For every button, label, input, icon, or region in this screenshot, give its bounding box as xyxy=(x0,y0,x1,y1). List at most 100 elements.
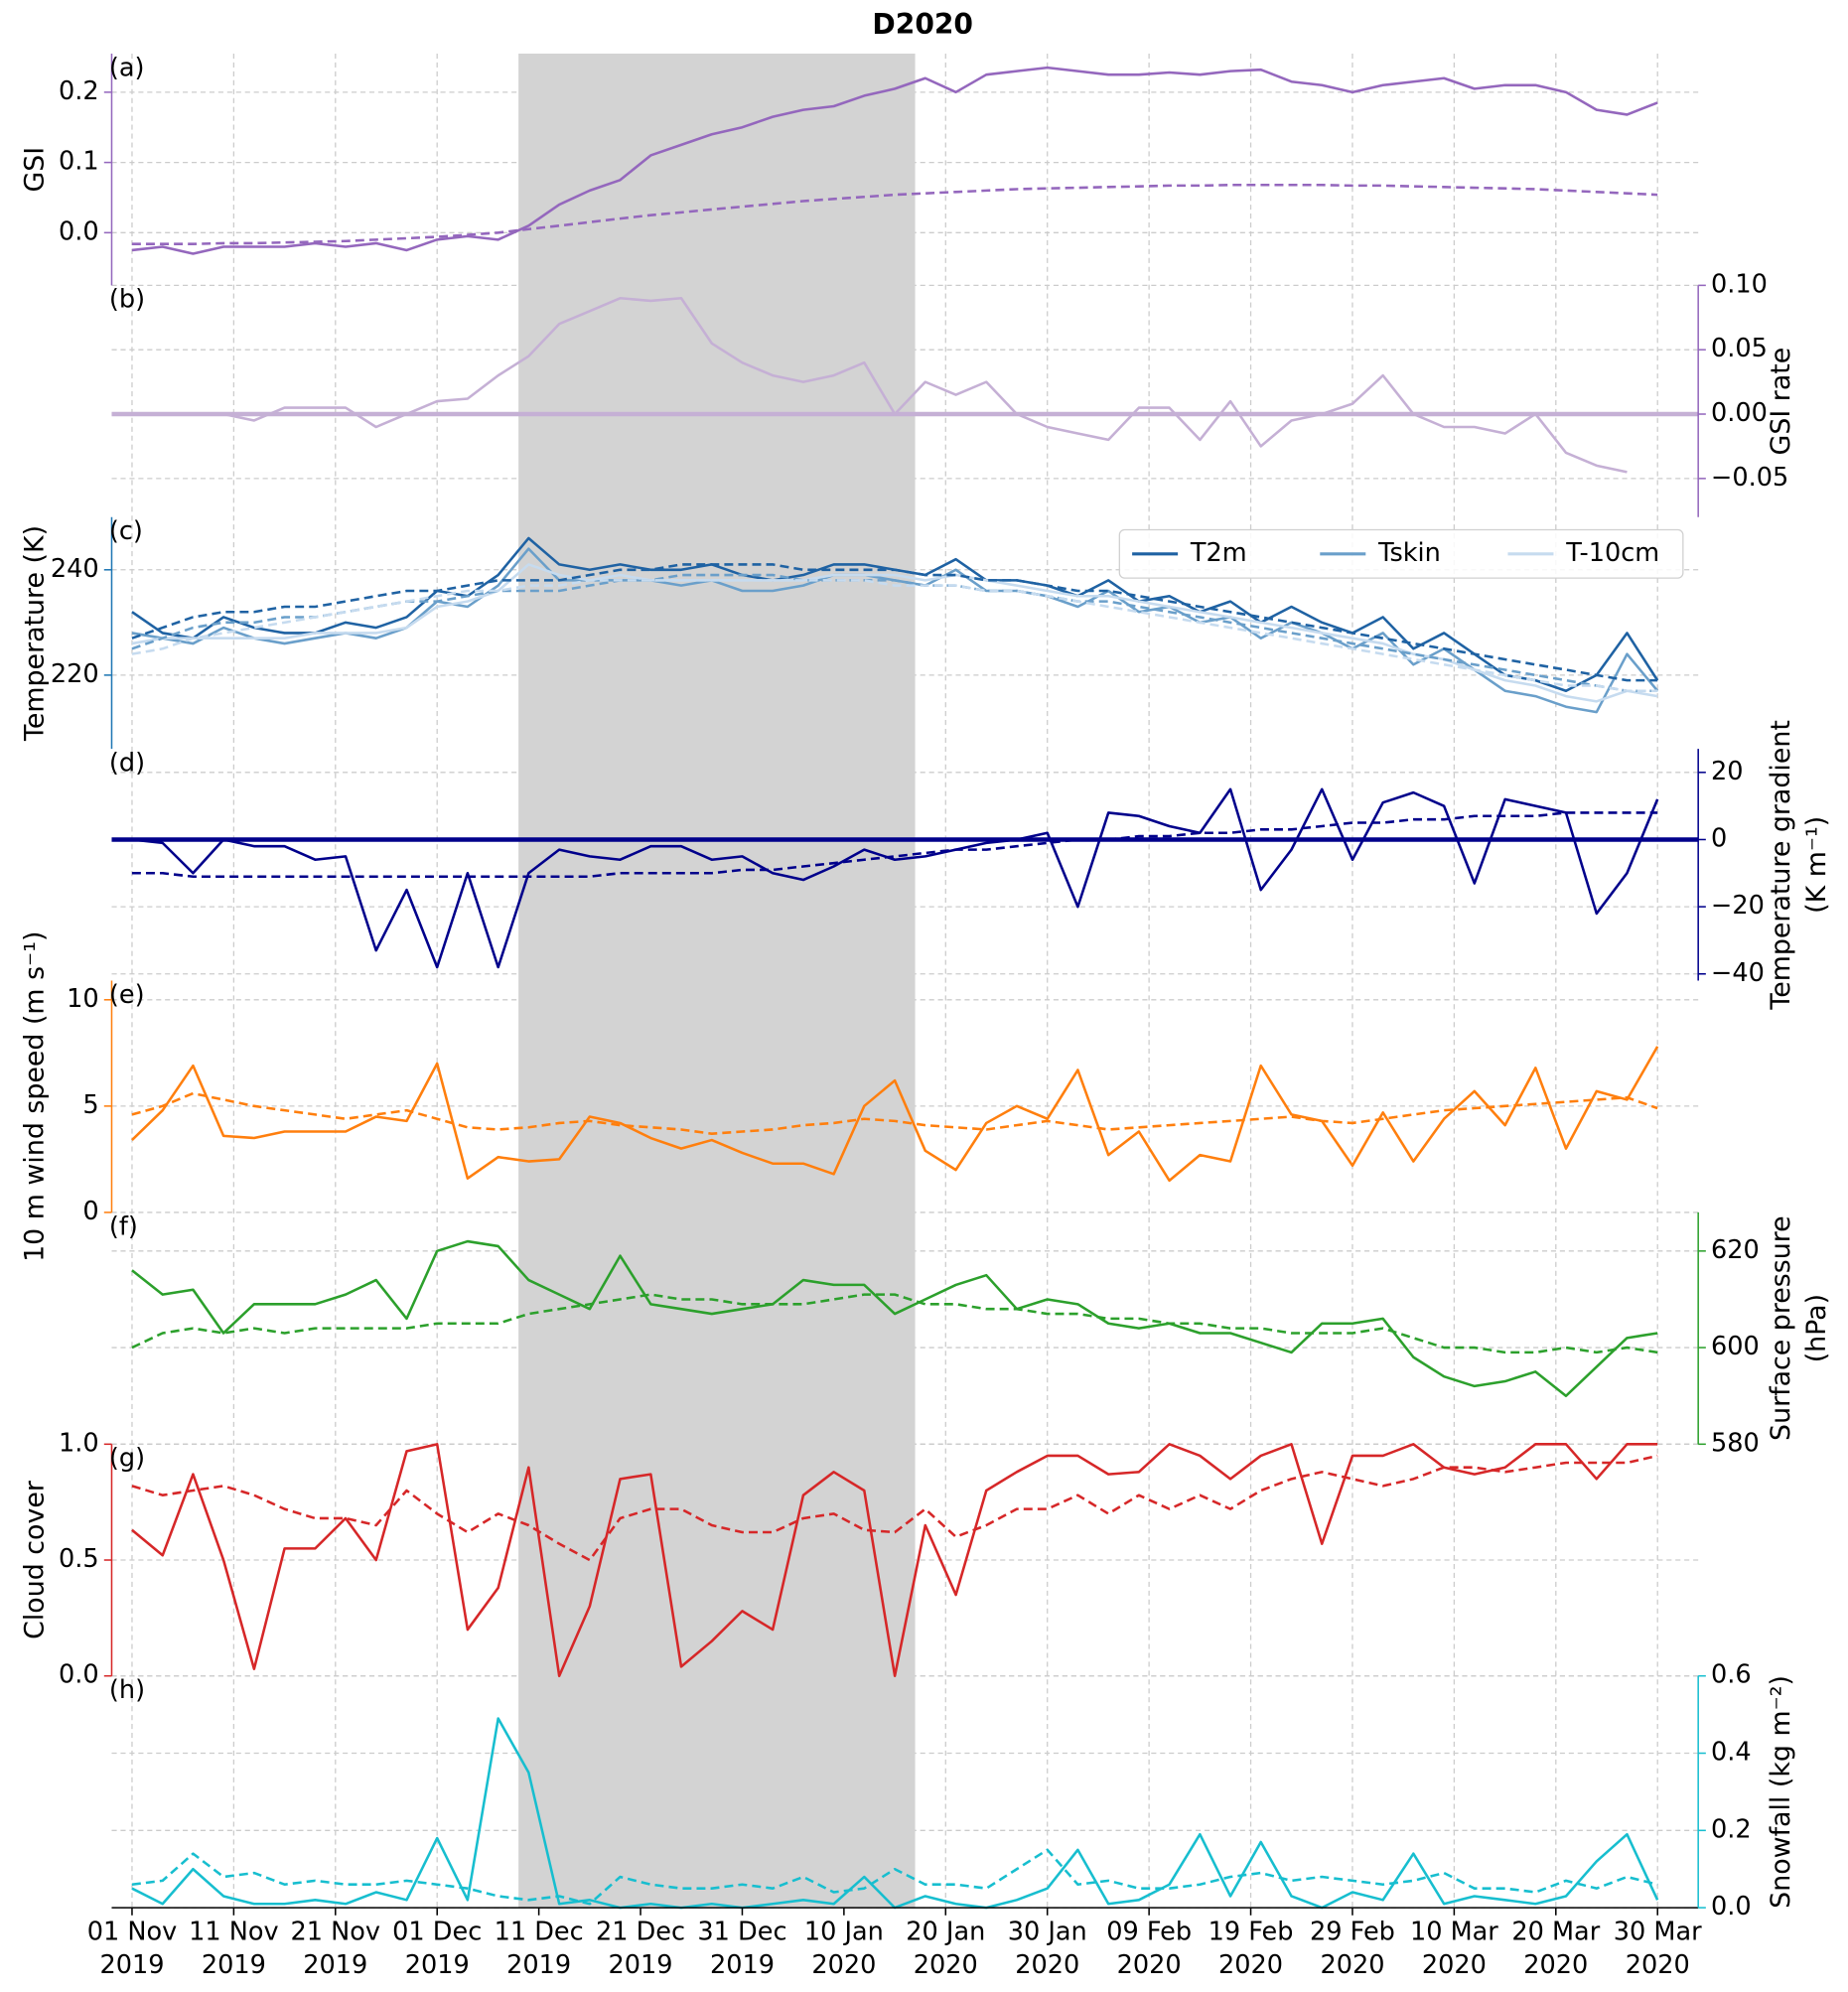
panel-label: (a) xyxy=(109,53,145,82)
x-tick-label-line: 2019 xyxy=(405,1950,470,1980)
reference-line xyxy=(131,1454,1658,1562)
x-tick-label-line: 01 Nov xyxy=(87,1918,177,1947)
x-tick-label-line: 2020 xyxy=(1320,1950,1384,1980)
x-tick-label: 20 Jan 2020 xyxy=(906,1918,985,1980)
data-line xyxy=(131,1046,1659,1183)
x-tick-label-line: 11 Nov xyxy=(189,1918,278,1947)
y-axis-label: Snowfall (kg m⁻²) xyxy=(1766,1675,1796,1909)
x-tick-label-line: 2019 xyxy=(710,1950,775,1980)
data-line xyxy=(131,66,1658,255)
x-tick-label-line: 2020 xyxy=(811,1950,876,1980)
x-tick-label-line: 2020 xyxy=(1218,1950,1283,1980)
x-tick-label-line: 2019 xyxy=(609,1950,673,1980)
panel-label: (b) xyxy=(109,285,145,315)
y-tick-label: 0.1 xyxy=(59,147,99,177)
y-tick-label: −20 xyxy=(1711,891,1765,921)
legend-label: Tskin xyxy=(1377,538,1441,568)
x-tick-label: 10 Mar 2020 xyxy=(1410,1918,1498,1980)
y-tick-label: 0 xyxy=(82,1197,98,1226)
x-tick-label: 29 Feb 2020 xyxy=(1310,1918,1395,1980)
x-tick-label-line: 20 Mar xyxy=(1511,1918,1600,1947)
y-tick-label: 0.10 xyxy=(1711,269,1768,299)
reference-line xyxy=(131,563,1658,682)
reference-line xyxy=(131,1293,1658,1354)
y-tick-label: 0.00 xyxy=(1711,398,1768,428)
y-axis-label: Cloud cover xyxy=(19,1480,50,1639)
x-tick-label-line: 30 Mar xyxy=(1614,1918,1702,1947)
panel-label: (d) xyxy=(109,748,145,778)
y-tick-label: 0.0 xyxy=(1711,1892,1752,1921)
y-tick-label: 1.0 xyxy=(59,1428,99,1458)
x-tick-label-line: 20 Jan xyxy=(906,1918,985,1947)
panel-label: (f) xyxy=(109,1211,138,1241)
x-tick-label-line: 2020 xyxy=(1015,1950,1079,1980)
y-tick-label: 0 xyxy=(1711,823,1727,853)
y-tick-label: 20 xyxy=(1711,757,1744,786)
y-tick-label: 620 xyxy=(1711,1235,1760,1265)
chart-title: D2020 xyxy=(872,8,973,41)
x-tick-label-line: 2019 xyxy=(202,1950,266,1980)
data-line xyxy=(131,1239,1658,1398)
data-line xyxy=(131,563,1658,703)
series-layer xyxy=(111,66,1699,1910)
y-axis-label: 10 m wind speed (m s⁻¹) xyxy=(19,931,50,1262)
x-tick-label-line: 11 Dec xyxy=(495,1918,584,1947)
x-tick-label-line: 2019 xyxy=(99,1950,164,1980)
legend-label: T-10cm xyxy=(1565,538,1659,568)
reference-line xyxy=(131,183,1658,245)
data-line xyxy=(131,1443,1658,1677)
x-tick-label-line: 21 Dec xyxy=(596,1918,685,1947)
reference-line xyxy=(131,811,1658,879)
y-tick-label: 5 xyxy=(82,1090,98,1120)
legend: T2m Tskin T-10cm xyxy=(1118,528,1684,579)
y-tick-label: 220 xyxy=(51,659,99,689)
reference-line xyxy=(131,1091,1658,1135)
x-tick-label-line: 2020 xyxy=(1523,1950,1588,1980)
y-tick-label: 0.2 xyxy=(59,76,99,106)
x-tick-label: 21 Dec 2019 xyxy=(596,1918,685,1980)
y-axis-label: Temperature gradient xyxy=(1766,720,1796,1010)
y-axis-label: GSI rate xyxy=(1766,348,1796,456)
x-tick-label-line: 31 Dec xyxy=(697,1918,786,1947)
y-tick-label: 0.0 xyxy=(59,216,99,246)
x-tick-label: 19 Feb 2020 xyxy=(1208,1918,1294,1980)
y-tick-label: 0.0 xyxy=(59,1660,99,1690)
y-axis-label: GSI xyxy=(19,147,50,193)
x-tick-label-line: 01 Dec xyxy=(392,1918,482,1947)
x-tick-label: 01 Nov 2019 xyxy=(87,1918,177,1980)
y-tick-label: 580 xyxy=(1711,1428,1760,1458)
y-tick-label: 0.2 xyxy=(1711,1814,1752,1844)
x-tick-label-line: 19 Feb xyxy=(1208,1918,1294,1947)
y-axis-label: (hPa) xyxy=(1801,1294,1832,1362)
panel-label: (g) xyxy=(109,1444,145,1474)
x-tick-label: 10 Jan 2020 xyxy=(804,1918,884,1980)
x-tick-label-line: 2020 xyxy=(1422,1950,1487,1980)
shaded-period xyxy=(518,53,916,1909)
x-tick-label-line: 2019 xyxy=(506,1950,571,1980)
panel-label: (c) xyxy=(109,516,143,546)
x-tick-label-line: 2019 xyxy=(303,1950,367,1980)
x-tick-label: 11 Nov 2019 xyxy=(189,1918,278,1980)
shade-layer xyxy=(518,53,916,1909)
x-tick-label: 20 Mar 2020 xyxy=(1511,1918,1600,1980)
panel-label: (e) xyxy=(109,980,145,1010)
x-tick-label: 09 Feb 2020 xyxy=(1106,1918,1192,1980)
x-tick-label: 11 Dec 2019 xyxy=(495,1918,584,1980)
x-tick-label: 30 Jan 2020 xyxy=(1008,1918,1087,1980)
y-axis-label: Surface pressure xyxy=(1766,1215,1796,1441)
x-tick-label-line: 09 Feb xyxy=(1106,1918,1192,1947)
y-tick-label: 10 xyxy=(67,984,99,1014)
x-tick-label-line: 21 Nov xyxy=(291,1918,381,1947)
x-tick-label-line: 2020 xyxy=(1626,1950,1690,1980)
data-line xyxy=(131,787,1659,969)
x-tick-label-line: 29 Feb xyxy=(1310,1918,1395,1947)
x-tick-label: 21 Nov 2019 xyxy=(291,1918,381,1980)
x-tick-label-line: 2020 xyxy=(1117,1950,1182,1980)
x-tick-label-line: 10 Jan xyxy=(804,1918,884,1947)
y-axis-label: (K m⁻¹) xyxy=(1801,816,1832,914)
y-tick-label: 0.4 xyxy=(1711,1738,1752,1768)
y-tick-label: 240 xyxy=(51,554,99,584)
y-tick-label: 0.6 xyxy=(1711,1660,1752,1690)
